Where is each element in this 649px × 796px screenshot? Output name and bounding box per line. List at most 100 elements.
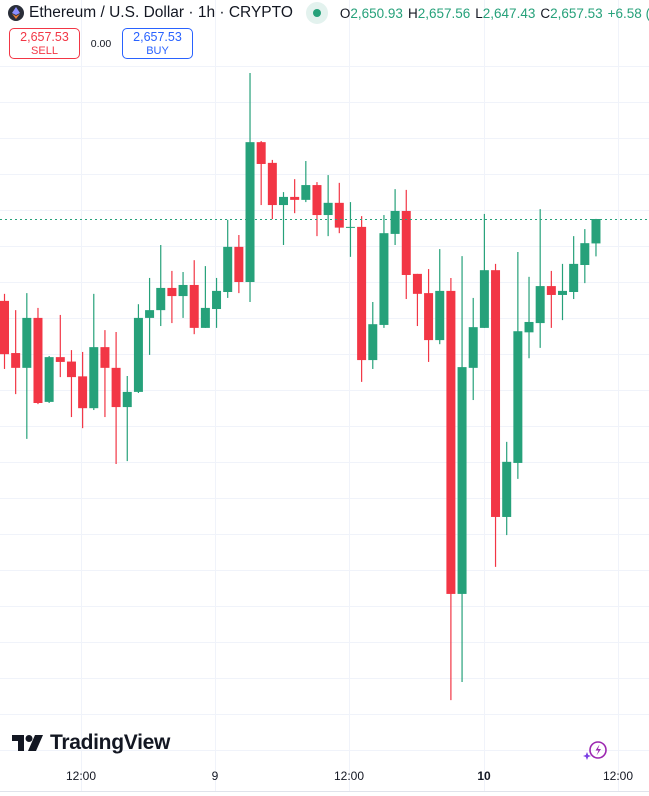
- change-value: +6.58 (+: [607, 5, 649, 21]
- candle-body: [546, 286, 556, 295]
- candle-body: [178, 284, 188, 297]
- candle-body: [44, 357, 54, 402]
- open-value: 2,650.93: [350, 5, 403, 21]
- open-key: O: [339, 5, 351, 21]
- candle-down: [111, 331, 121, 465]
- candle-body: [133, 317, 143, 392]
- candle-body: [200, 307, 210, 328]
- buy-price: 2,657.53: [133, 29, 182, 44]
- ohlc-values: O2,650.93 H2,657.56 L2,647.43 C2,657.53 …: [340, 6, 649, 21]
- candle-body: [379, 233, 389, 325]
- candle-down: [424, 269, 434, 362]
- candle-up: [569, 236, 579, 300]
- buy-button[interactable]: 2,657.53 BUY: [122, 28, 193, 59]
- time-tick-label: 10: [477, 769, 491, 783]
- candle-body: [55, 357, 65, 362]
- candle-body: [558, 290, 567, 295]
- candle-up: [479, 213, 489, 328]
- candle-up: [156, 245, 166, 327]
- candle-body: [89, 347, 99, 409]
- candle-down: [290, 179, 300, 214]
- candle-down: [189, 260, 199, 335]
- candle-body: [468, 327, 478, 368]
- candle-body: [22, 317, 32, 368]
- market-status-icon[interactable]: [305, 2, 328, 24]
- candle-up: [200, 266, 210, 328]
- candle-body: [502, 461, 512, 517]
- candle-down: [256, 141, 266, 206]
- candle-down: [412, 273, 422, 327]
- trade-panel: 2,657.53 SELL 0.00 2,657.53 BUY: [9, 28, 193, 59]
- candle-up: [89, 293, 99, 411]
- candle-up: [502, 441, 512, 536]
- time-tick-label: 12:00: [65, 769, 97, 783]
- candle-body: [33, 317, 43, 404]
- candle-body: [345, 226, 355, 228]
- candle-up: [145, 277, 155, 355]
- candle-body: [290, 196, 300, 200]
- candle-up: [212, 277, 222, 328]
- candle-down: [100, 330, 110, 418]
- candle-up: [279, 192, 288, 246]
- candle-down: [491, 263, 501, 567]
- candle-body: [66, 361, 76, 378]
- candle-body: [301, 185, 311, 200]
- candle-up: [301, 161, 311, 203]
- candle-up: [323, 175, 333, 237]
- tradingview-logo-text: TradingView: [50, 731, 171, 754]
- candle-body: [111, 367, 121, 408]
- candle-down: [234, 235, 244, 294]
- candle-body: [591, 219, 601, 244]
- time-tick-label: 12:00: [602, 769, 634, 783]
- candle-down: [401, 189, 411, 300]
- candle-body: [279, 196, 288, 206]
- candle-body: [390, 210, 400, 234]
- candle-up: [345, 202, 355, 257]
- candle-body: [435, 290, 445, 341]
- candle-body: [256, 142, 266, 164]
- candle-body: [368, 324, 378, 361]
- time-tick-label: 12:00: [333, 769, 365, 783]
- candle-down: [78, 351, 88, 429]
- candle-up: [435, 249, 445, 345]
- high-value: 2,657.56: [417, 5, 471, 21]
- candle-up: [591, 218, 601, 257]
- candle-up: [390, 189, 400, 246]
- symbol-title[interactable]: Ethereum / U.S. Dollar · 1h · CRYPTO: [29, 4, 293, 21]
- candle-body: [167, 287, 177, 297]
- candle-up: [468, 297, 478, 401]
- candle-body: [334, 202, 344, 228]
- candle-up: [245, 72, 255, 302]
- candle-body: [457, 367, 467, 594]
- candle-down: [0, 293, 9, 369]
- candle-down: [66, 350, 76, 418]
- candle-body: [323, 202, 333, 216]
- tradingview-logo[interactable]: TradingView: [12, 731, 170, 755]
- sell-button[interactable]: 2,657.53 SELL: [9, 28, 80, 59]
- candle-up: [379, 215, 389, 328]
- candle-down: [312, 182, 322, 237]
- candle-up: [122, 375, 132, 462]
- candle-body: [569, 263, 579, 293]
- candle-up: [513, 252, 523, 479]
- candle-down: [357, 216, 367, 382]
- candle-up: [178, 272, 188, 318]
- candle-body: [234, 246, 244, 283]
- candle-up: [580, 229, 590, 284]
- candle-body: [122, 391, 132, 408]
- buy-label: BUY: [146, 44, 169, 57]
- candle-body: [412, 273, 422, 294]
- candle-body: [357, 226, 367, 361]
- candle-down: [267, 159, 277, 220]
- candle-body: [11, 353, 21, 368]
- legend-header: Ethereum / U.S. Dollar · 1h · CRYPTO O2,…: [8, 2, 649, 24]
- candle-down: [446, 277, 456, 701]
- candle-body: [513, 331, 523, 463]
- ai-assistant-icon[interactable]: [583, 740, 609, 767]
- candle-up: [133, 304, 143, 394]
- candle-down: [167, 270, 177, 324]
- candle-down: [55, 314, 65, 378]
- candle-body: [479, 270, 489, 328]
